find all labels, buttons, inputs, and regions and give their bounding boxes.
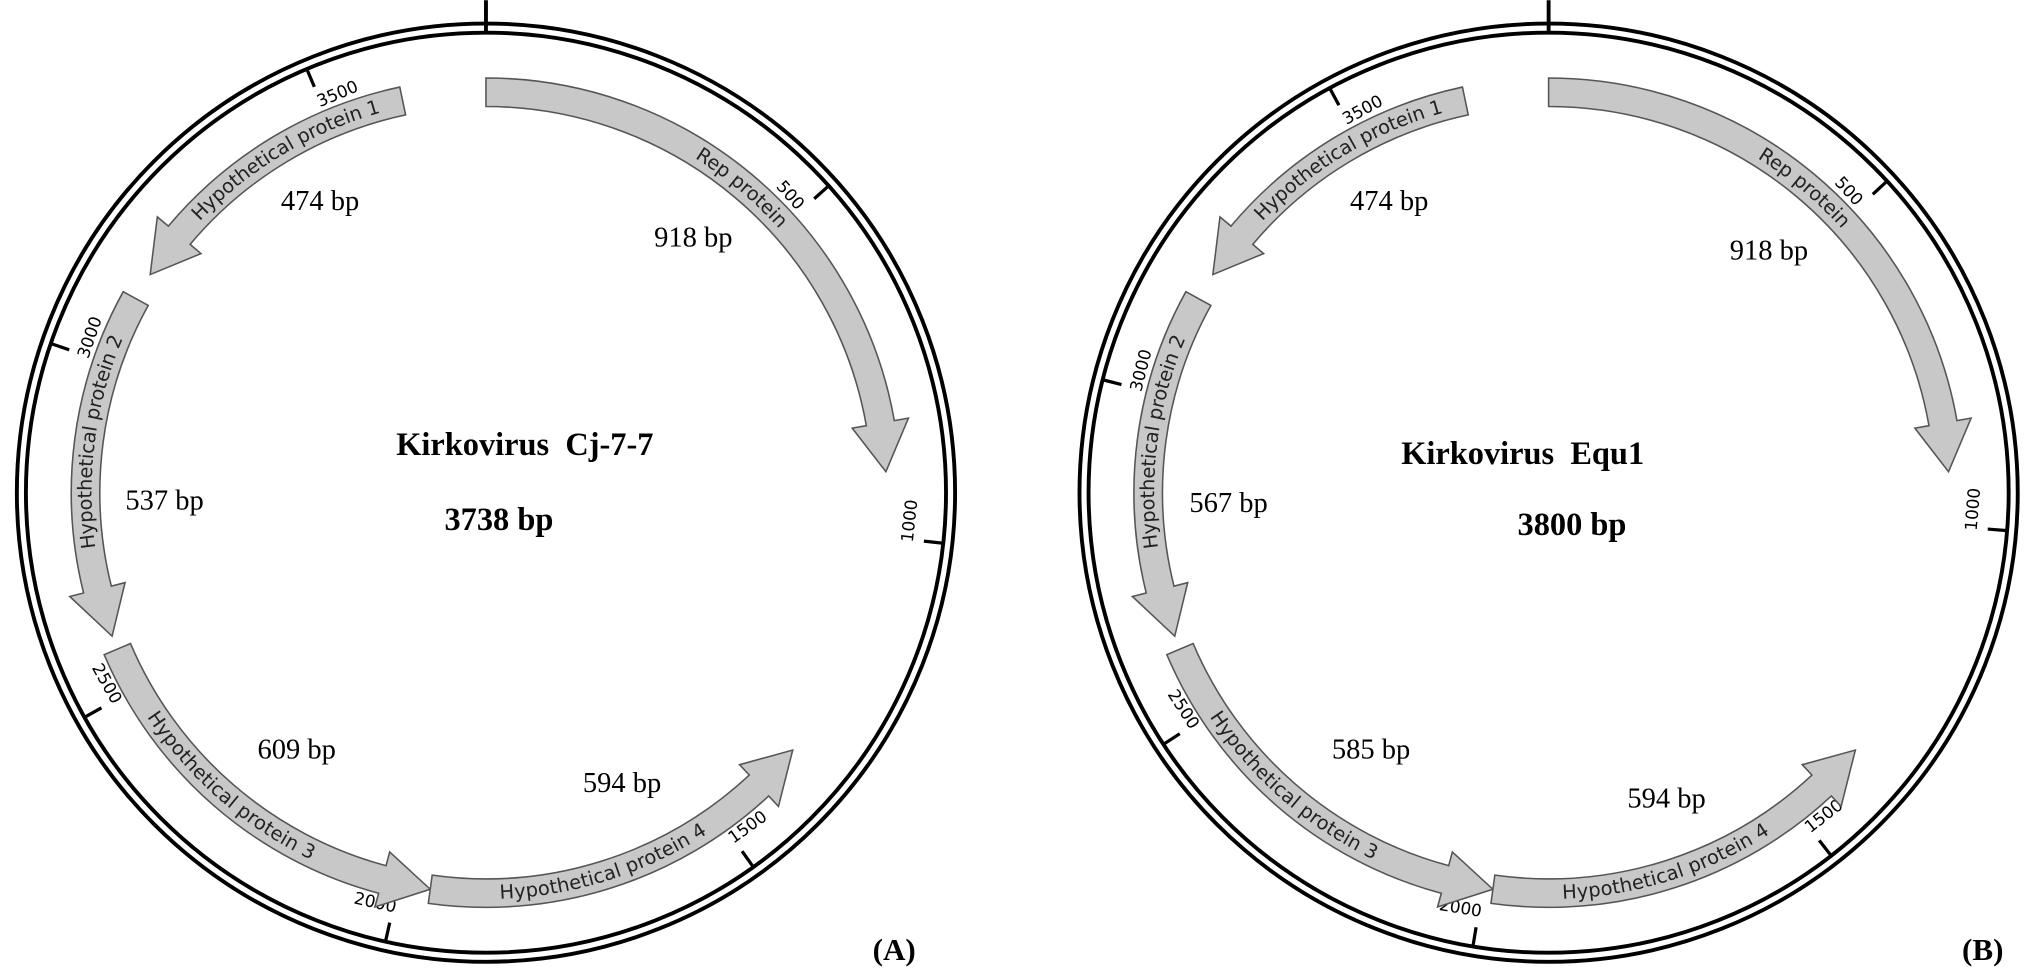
gene-length: 594 bp [1627, 784, 1705, 815]
position-tick [1471, 927, 1478, 947]
position-tick [1987, 527, 2008, 533]
position-tick [83, 706, 103, 719]
position-tick [1162, 732, 1181, 746]
position-tick [383, 922, 392, 942]
position-tick [740, 850, 755, 868]
gene-arrow [1490, 748, 1857, 909]
gene-arrow [1130, 290, 1212, 638]
gene-length: 474 bp [1350, 186, 1428, 217]
gene-arrow [1165, 642, 1495, 909]
gene-length: 594 bp [583, 768, 661, 799]
gene-arrow [103, 642, 432, 909]
position-tick [305, 68, 316, 88]
gene-arrow [427, 748, 794, 909]
position-tick [1817, 839, 1833, 857]
position-tick [1871, 179, 1889, 196]
position-tick [50, 341, 70, 352]
position-label: 1000 [897, 498, 922, 543]
gene-length: 918 bp [654, 223, 732, 254]
gene-length: 609 bp [258, 734, 336, 765]
position-tick [813, 184, 830, 200]
map-title: Kirkovirus Cj-7-7 [396, 427, 653, 463]
gene-arrow [68, 290, 150, 638]
gene-length: 567 bp [1189, 488, 1267, 519]
gene-length: 585 bp [1332, 734, 1410, 765]
position-tick [1102, 378, 1122, 387]
panel-label: (B) [1962, 932, 2003, 967]
position-label: 1000 [1961, 487, 1984, 531]
gene-arrow [1211, 86, 1470, 276]
map-title: Kirkovirus Equ1 [1401, 436, 1644, 472]
position-tick [923, 539, 944, 545]
panel-label: (A) [873, 932, 916, 967]
position-tick [1328, 87, 1341, 106]
genome-size: 3800 bp [1518, 507, 1627, 543]
gene-length: 918 bp [1730, 235, 1808, 266]
gene-length: 474 bp [281, 186, 359, 217]
genome-size: 3738 bp [444, 502, 553, 538]
gene-arrow [149, 86, 407, 276]
gene-arrow [1547, 77, 1973, 474]
gene-arrow [485, 77, 910, 474]
gene-length: 537 bp [125, 486, 203, 517]
